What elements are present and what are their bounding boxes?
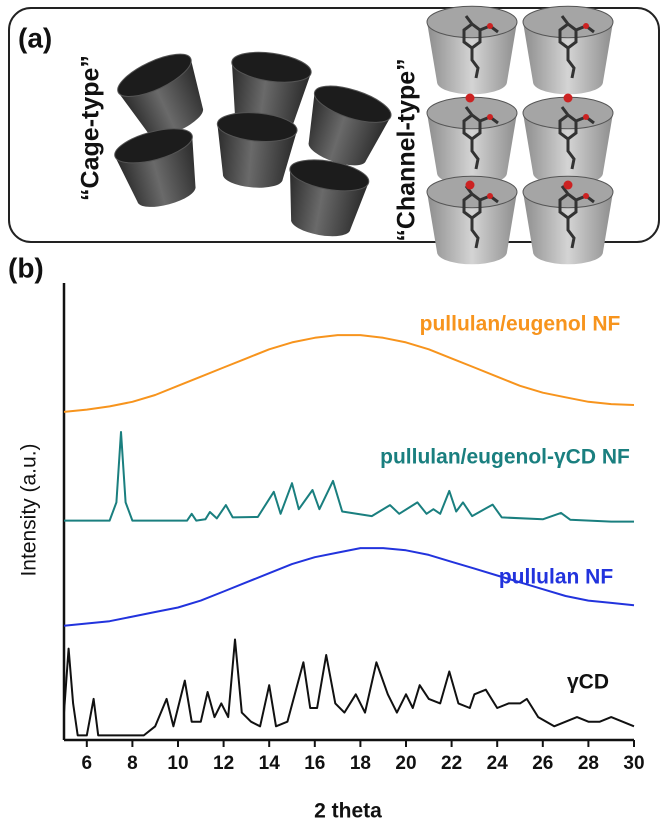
x-tick-label: 10 bbox=[167, 753, 188, 774]
series-label: pullulan NF bbox=[499, 566, 613, 589]
oxygen bbox=[583, 193, 589, 199]
x-tick-label: 20 bbox=[395, 753, 416, 774]
figure: (a) “Cage-type” “Channel-type” (b) Inten… bbox=[0, 0, 668, 828]
series-label: pullulan/eugenol-γCD NF bbox=[380, 446, 630, 469]
oxygen bbox=[487, 23, 493, 29]
cone bbox=[523, 97, 613, 185]
x-tick-label: 28 bbox=[578, 753, 599, 774]
cone bbox=[427, 6, 517, 94]
caption: “Channel-type” bbox=[393, 58, 421, 241]
cone bbox=[523, 6, 613, 94]
oxygen bbox=[564, 94, 573, 103]
x-tick-label: 12 bbox=[213, 753, 234, 774]
plot: 6 8 10 12 14 16 18 20 22 24 26 28 30 pullulan/eugenol… bbox=[64, 283, 645, 774]
oxygen bbox=[487, 114, 493, 120]
xrd-pattern bbox=[64, 335, 634, 412]
caption: “Cage-type” bbox=[77, 55, 105, 201]
x-tick-label: 8 bbox=[127, 753, 138, 774]
x-tick-label: 18 bbox=[350, 753, 371, 774]
oxygen bbox=[466, 181, 475, 190]
xrd-pattern bbox=[64, 640, 634, 736]
oxygen bbox=[466, 94, 475, 103]
x-tick-label: 16 bbox=[304, 753, 325, 774]
x-tick-label: 26 bbox=[532, 753, 553, 774]
x-tick-label: 6 bbox=[82, 753, 93, 774]
oxygen bbox=[564, 181, 573, 190]
x-axis-label: 2 theta bbox=[314, 800, 382, 823]
x-tick-label: 14 bbox=[259, 753, 281, 774]
x-tick-label: 22 bbox=[441, 753, 462, 774]
series-label: γCD bbox=[567, 671, 609, 694]
cone bbox=[427, 176, 517, 264]
y-axis-label: Intensity (a.u.) bbox=[18, 443, 41, 576]
oxygen bbox=[583, 114, 589, 120]
oxygen bbox=[487, 193, 493, 199]
x-tick-label: 30 bbox=[623, 753, 644, 774]
cone bbox=[111, 122, 208, 215]
panel-label: (b) bbox=[8, 252, 44, 283]
panel-label: (a) bbox=[18, 22, 52, 53]
molecule-illustration bbox=[111, 6, 613, 264]
series-label: pullulan/eugenol NF bbox=[420, 313, 621, 336]
x-tick-label: 24 bbox=[487, 753, 509, 774]
cone bbox=[279, 155, 371, 242]
cone bbox=[427, 97, 517, 185]
oxygen bbox=[583, 23, 589, 29]
cone bbox=[212, 110, 298, 191]
